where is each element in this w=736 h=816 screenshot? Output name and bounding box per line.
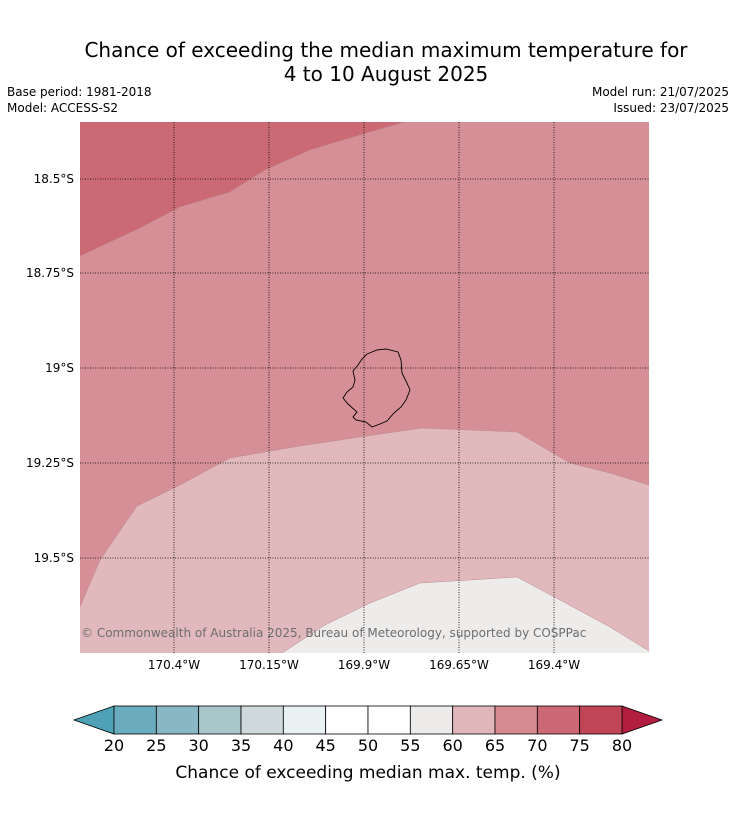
colorbar-bin-45-50 [325, 705, 369, 735]
colorbar-tick-70: 70 [527, 736, 547, 755]
colorbar-tick-25: 25 [146, 736, 166, 755]
lat-label-19: 19°S [45, 361, 74, 375]
colorbar-tick-20: 20 [104, 736, 124, 755]
colorbar-tick-80: 80 [612, 736, 632, 755]
meta-left: Base period: 1981-2018 Model: ACCESS-S2 [7, 84, 152, 116]
probability-field [80, 122, 649, 653]
colorbar-title: Chance of exceeding median max. temp. (%… [175, 763, 560, 783]
lon-labels: 170.4°W 170.15°W 169.9°W 169.65°W 169.4°… [148, 658, 580, 672]
lat-labels: 18.5°S 18.75°S 19°S 19.25°S 19.5°S [26, 172, 74, 565]
lon-label-169-4: 169.4°W [528, 658, 580, 672]
colorbar-bin-20-25 [113, 705, 157, 735]
colorbar-bin-75-80 [579, 705, 623, 735]
lat-label-19-5: 19.5°S [34, 551, 74, 565]
colorbar-tick-40: 40 [273, 736, 293, 755]
chart-title: Chance of exceeding the median maximum t… [0, 38, 736, 86]
colorbar-tick-75: 75 [569, 736, 589, 755]
colorbar-bin-70-75 [536, 705, 581, 735]
colorbar-under-arrow [72, 705, 115, 735]
colorbar-bin-65-70 [494, 705, 538, 735]
issued-date: Issued: 23/07/2025 [613, 101, 729, 115]
colorbar-bin-30-35 [198, 705, 242, 735]
base-period: Base period: 1981-2018 [7, 85, 152, 99]
model-name: Model: ACCESS-S2 [7, 101, 119, 115]
colorbar-tick-65: 65 [485, 736, 505, 755]
colorbar: 20 25 30 35 40 45 50 55 60 65 70 75 80 Chance of exc… [72, 705, 664, 783]
title-line-1: Chance of exceeding the median maximum t… [84, 38, 688, 62]
band-70-75 [80, 122, 405, 256]
colorbar-bin-25-30 [155, 705, 200, 735]
colorbar-bin-40-45 [282, 705, 327, 735]
contour-lines [80, 122, 649, 653]
lon-label-169-65: 169.65°W [429, 658, 489, 672]
lon-label-170-4: 170.4°W [148, 658, 200, 672]
title-line-2: 4 to 10 August 2025 [283, 62, 489, 86]
colorbar-tick-45: 45 [315, 736, 335, 755]
colorbar-tick-60: 60 [442, 736, 462, 755]
band-55-60 [282, 577, 649, 653]
meta-right: Model run: 21/07/2025 Issued: 23/07/2025 [592, 84, 729, 116]
model-run: Model run: 21/07/2025 [591, 85, 729, 99]
colorbar-bin-50-55 [367, 705, 411, 735]
lat-label-18-5: 18.5°S [34, 172, 74, 186]
graticule [80, 122, 649, 653]
colorbar-tick-55: 55 [400, 736, 420, 755]
lat-label-18-75: 18.75°S [26, 266, 74, 280]
colorbar-bin-35-40 [240, 705, 284, 735]
colorbar-bin-60-65 [452, 705, 496, 735]
colorbar-over-arrow [621, 705, 664, 735]
lon-label-170-15: 170.15°W [239, 658, 299, 672]
niue-coastline [342, 348, 411, 428]
colorbar-tick-50: 50 [358, 736, 378, 755]
lon-label-169-9: 169.9°W [338, 658, 390, 672]
colorbar-tick-35: 35 [231, 736, 251, 755]
lat-label-19-25: 19.25°S [26, 456, 74, 470]
colorbar-bin-55-60 [409, 705, 454, 735]
copyright-note: © Commonwealth of Australia 2025, Bureau… [81, 626, 586, 640]
colorbar-tick-30: 30 [188, 736, 208, 755]
